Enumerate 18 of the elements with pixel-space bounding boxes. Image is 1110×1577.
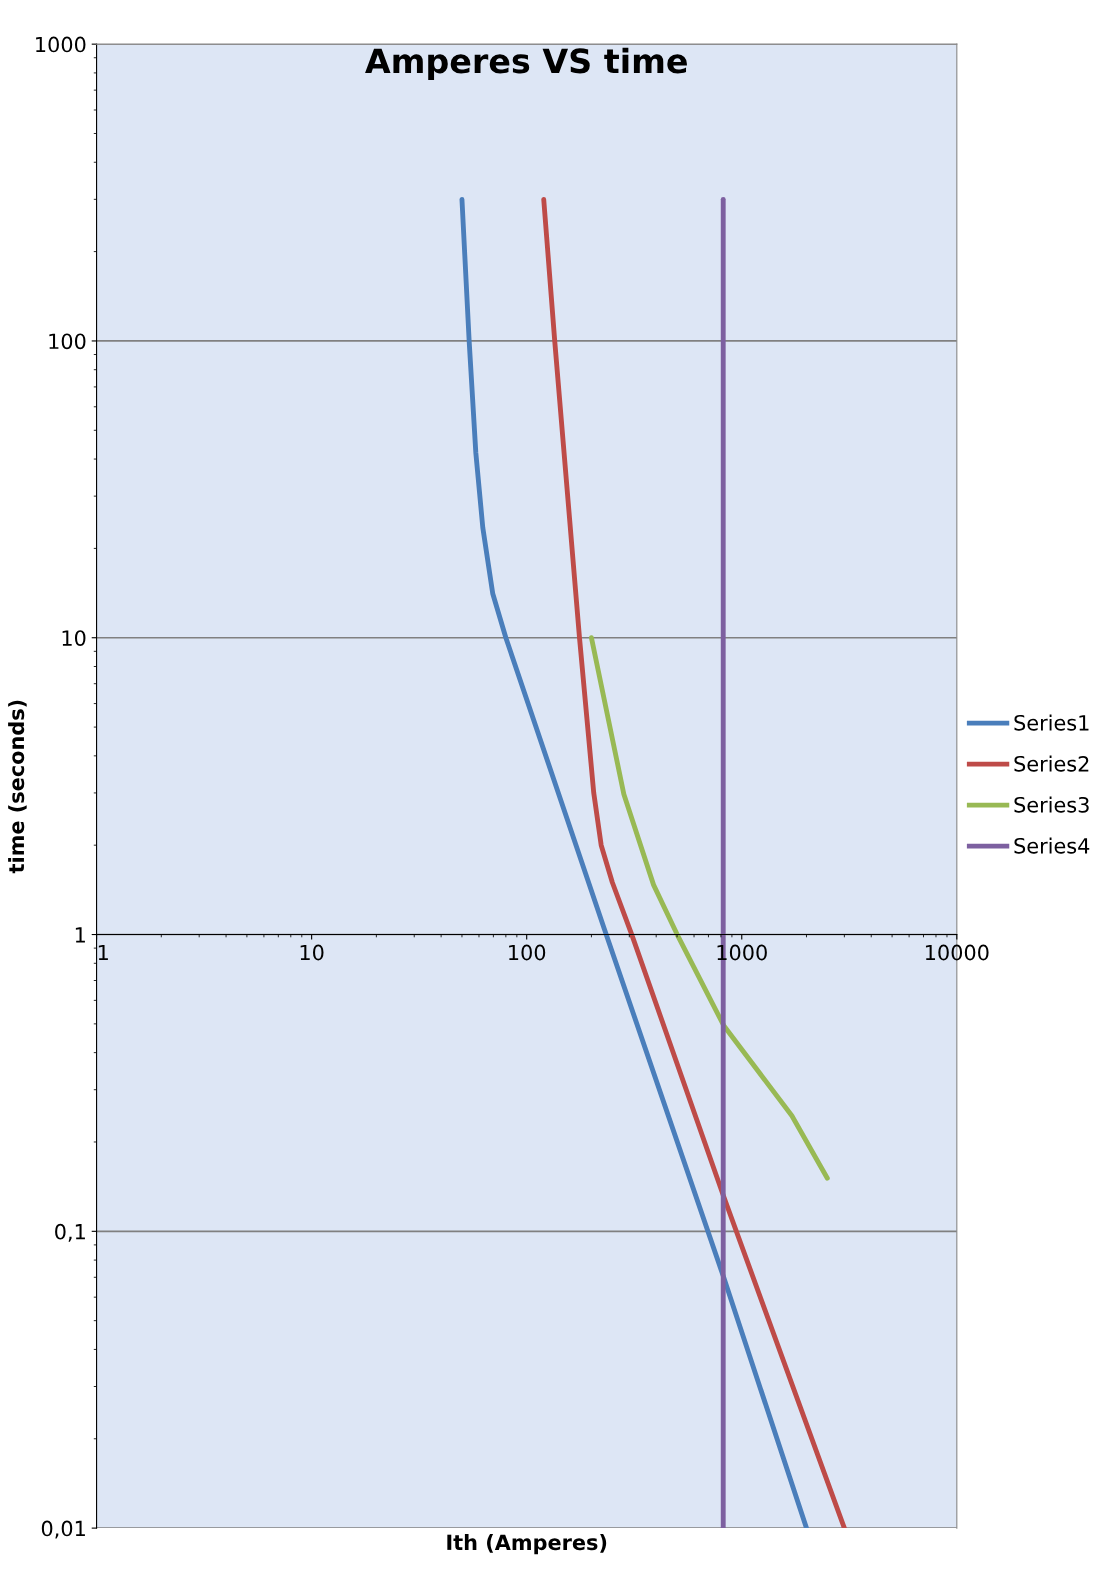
y-tick-label: 0,1 [55,1223,85,1242]
y-tick-label: 10 [62,630,86,646]
x-tick-label: 1000 [717,944,767,961]
y-axis-title: time (seconds) [8,700,27,874]
x-axis-title: Ith (Amperes) [447,1534,607,1555]
x-tick-label: 100 [509,944,546,961]
legend-label: Series4 [1014,837,1090,854]
y-tick-label: 100 [49,333,86,350]
chart-title: Amperes VS time [365,47,687,80]
y-tick-label: 0,01 [41,1520,85,1539]
x-tick-label: 1 [98,944,108,961]
x-tick-label: 10000 [925,944,989,961]
legend-label: Series2 [1014,755,1089,772]
y-tick-label: 1000 [36,36,86,53]
legend-label: Series3 [1014,796,1089,813]
x-tick-label: 10 [300,944,324,961]
y-tick-label: 1 [75,927,85,943]
legend-label: Series1 [1014,714,1089,731]
